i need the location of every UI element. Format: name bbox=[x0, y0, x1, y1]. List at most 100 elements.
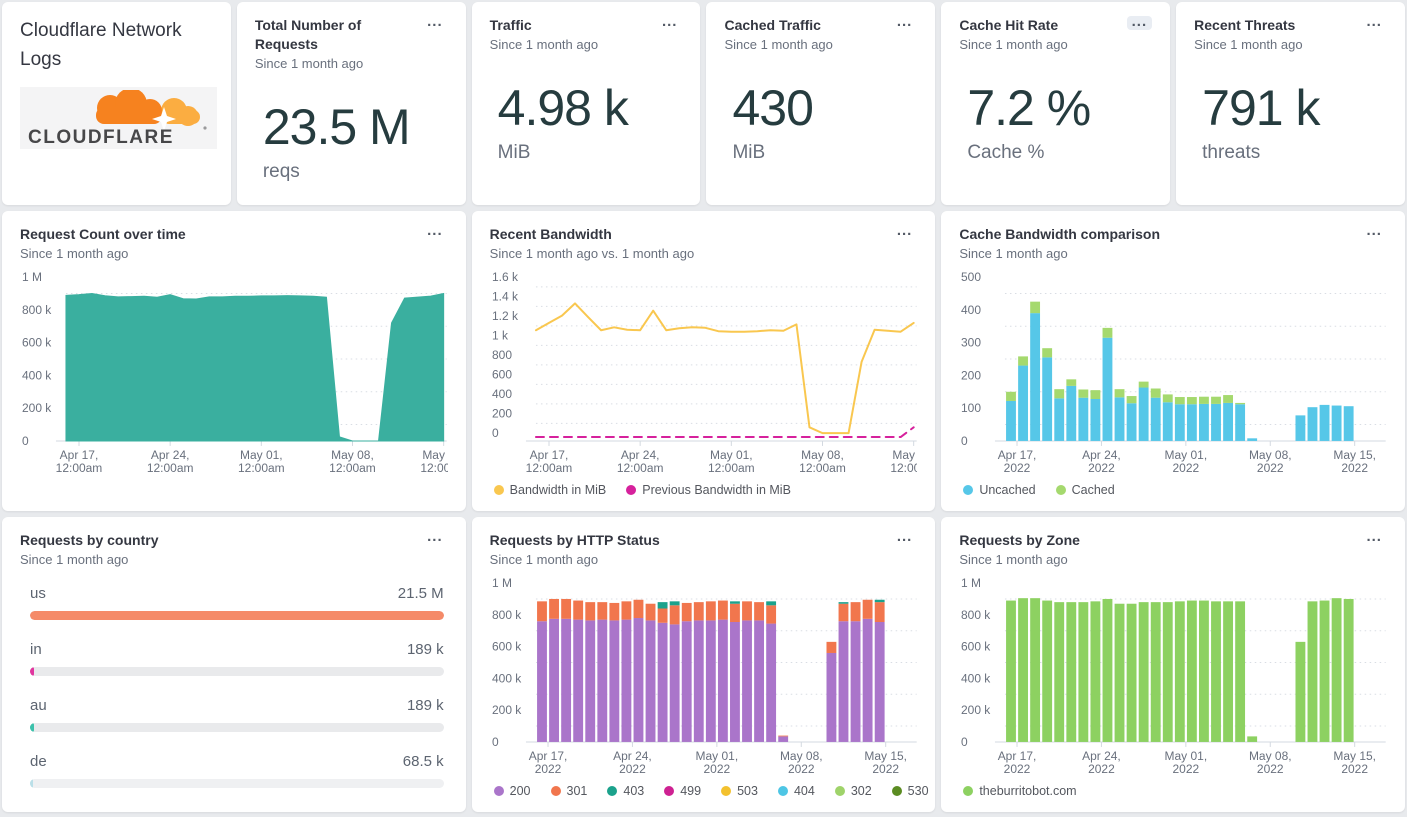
bar-segment[interactable] bbox=[1211, 601, 1222, 742]
bar-segment[interactable] bbox=[1030, 598, 1041, 742]
bar-segment[interactable] bbox=[669, 601, 680, 606]
bar-segment[interactable] bbox=[1114, 397, 1125, 441]
bar-segment[interactable] bbox=[826, 641, 837, 653]
panel-menu-button[interactable]: ... bbox=[1366, 222, 1382, 239]
legend-item-530[interactable]: 530 bbox=[891, 784, 929, 798]
bar-segment[interactable] bbox=[1126, 395, 1137, 404]
legend-item-503[interactable]: 503 bbox=[721, 784, 758, 798]
bar-segment[interactable] bbox=[1090, 601, 1101, 742]
country-bar-track[interactable] bbox=[30, 666, 444, 676]
bar-segment[interactable] bbox=[717, 600, 728, 620]
bar-segment[interactable] bbox=[609, 620, 619, 742]
bar-segment[interactable] bbox=[584, 620, 595, 742]
bar-segment[interactable] bbox=[536, 621, 547, 742]
bar-segment[interactable] bbox=[717, 619, 728, 742]
bar-segment[interactable] bbox=[1319, 600, 1330, 742]
panel-menu-button[interactable]: ... bbox=[896, 528, 913, 545]
panel-menu-button[interactable]: ... bbox=[427, 13, 443, 30]
country-bar-track[interactable] bbox=[30, 722, 444, 732]
bar-segment[interactable] bbox=[1199, 403, 1210, 441]
bar-segment[interactable] bbox=[729, 603, 740, 622]
bar-segment[interactable] bbox=[1344, 598, 1354, 742]
bar-segment[interactable] bbox=[560, 618, 571, 742]
legend-item-uncached[interactable]: Uncached bbox=[963, 483, 1036, 497]
legend-item-499[interactable]: 499 bbox=[664, 784, 701, 798]
bar-segment[interactable] bbox=[874, 599, 885, 603]
bar-segment[interactable] bbox=[1066, 385, 1077, 441]
bar-segment[interactable] bbox=[621, 601, 631, 620]
bar-segment[interactable] bbox=[1235, 402, 1246, 405]
bar-segment[interactable] bbox=[548, 598, 559, 619]
bar-segment[interactable] bbox=[1199, 396, 1210, 404]
bar-segment[interactable] bbox=[560, 598, 571, 619]
bar-segment[interactable] bbox=[1078, 389, 1089, 398]
bar-segment[interactable] bbox=[1054, 398, 1065, 441]
panel-menu-button[interactable]: ... bbox=[896, 222, 913, 239]
bar-segment[interactable] bbox=[1030, 313, 1041, 441]
bar-segment[interactable] bbox=[1151, 388, 1161, 398]
bar-segment[interactable] bbox=[584, 602, 595, 621]
bar-segment[interactable] bbox=[1163, 602, 1174, 742]
bar-segment[interactable] bbox=[1126, 403, 1137, 441]
bar-segment[interactable] bbox=[753, 620, 764, 742]
bar-segment[interactable] bbox=[1078, 602, 1089, 742]
bar-segment[interactable] bbox=[729, 601, 740, 604]
bar-segment[interactable] bbox=[1235, 404, 1246, 441]
bar-segment[interactable] bbox=[850, 621, 861, 742]
country-bar-track[interactable] bbox=[30, 778, 444, 788]
bar-segment[interactable] bbox=[1006, 391, 1017, 401]
bar-segment[interactable] bbox=[1223, 402, 1234, 441]
bar-segment[interactable] bbox=[1211, 396, 1222, 404]
bar-segment[interactable] bbox=[1018, 356, 1029, 366]
bar-segment[interactable] bbox=[669, 624, 680, 742]
bar-segment[interactable] bbox=[826, 652, 837, 742]
bar-segment[interactable] bbox=[1090, 398, 1101, 441]
bar-segment[interactable] bbox=[597, 619, 607, 742]
bar-segment[interactable] bbox=[850, 602, 861, 622]
bar-segment[interactable] bbox=[669, 605, 680, 625]
bar-segment[interactable] bbox=[1235, 601, 1246, 742]
bar-segment[interactable] bbox=[1102, 327, 1113, 338]
bar-segment[interactable] bbox=[874, 621, 885, 742]
bar-segment[interactable] bbox=[1066, 602, 1077, 742]
bar-segment[interactable] bbox=[862, 618, 873, 742]
bar-segment[interactable] bbox=[838, 621, 849, 742]
bar-segment[interactable] bbox=[572, 619, 583, 742]
bar-segment[interactable] bbox=[1139, 381, 1149, 388]
bar-segment[interactable] bbox=[729, 621, 740, 742]
panel-menu-button[interactable]: ... bbox=[427, 222, 443, 239]
bar-segment[interactable] bbox=[621, 619, 631, 742]
bar-segment[interactable] bbox=[548, 618, 559, 742]
bar-segment[interactable] bbox=[838, 602, 849, 604]
bar-segment[interactable] bbox=[1211, 403, 1222, 441]
bar-segment[interactable] bbox=[838, 603, 849, 622]
bar-segment[interactable] bbox=[657, 622, 668, 742]
bar-segment[interactable] bbox=[681, 621, 692, 742]
bar-segment[interactable] bbox=[765, 601, 776, 606]
panel-menu-button[interactable]: ... bbox=[1366, 13, 1382, 30]
bar-segment[interactable] bbox=[1042, 600, 1053, 742]
panel-menu-button[interactable]: ... bbox=[661, 13, 678, 30]
bar-segment[interactable] bbox=[572, 600, 583, 620]
bar-segment[interactable] bbox=[1151, 602, 1161, 742]
bar-segment[interactable] bbox=[633, 599, 644, 618]
bar-segment[interactable] bbox=[1006, 600, 1017, 742]
bar-segment[interactable] bbox=[693, 602, 704, 621]
bar-segment[interactable] bbox=[1331, 405, 1342, 441]
bar-segment[interactable] bbox=[862, 599, 873, 619]
bar-segment[interactable] bbox=[1307, 601, 1318, 742]
legend-item-301[interactable]: 301 bbox=[550, 784, 587, 798]
legend-item-theburritobot-com[interactable]: theburritobot.com bbox=[963, 784, 1077, 798]
bar-segment[interactable] bbox=[1187, 404, 1198, 441]
bar-segment[interactable] bbox=[874, 602, 885, 622]
bar-segment[interactable] bbox=[1114, 603, 1125, 742]
bar-segment[interactable] bbox=[657, 608, 668, 623]
bar-segment[interactable] bbox=[681, 602, 692, 622]
bar-segment[interactable] bbox=[1126, 603, 1137, 742]
bar-segment[interactable] bbox=[1295, 641, 1306, 742]
bar-segment[interactable] bbox=[1054, 602, 1065, 742]
bar-segment[interactable] bbox=[1175, 404, 1186, 441]
bar-segment[interactable] bbox=[645, 620, 656, 742]
